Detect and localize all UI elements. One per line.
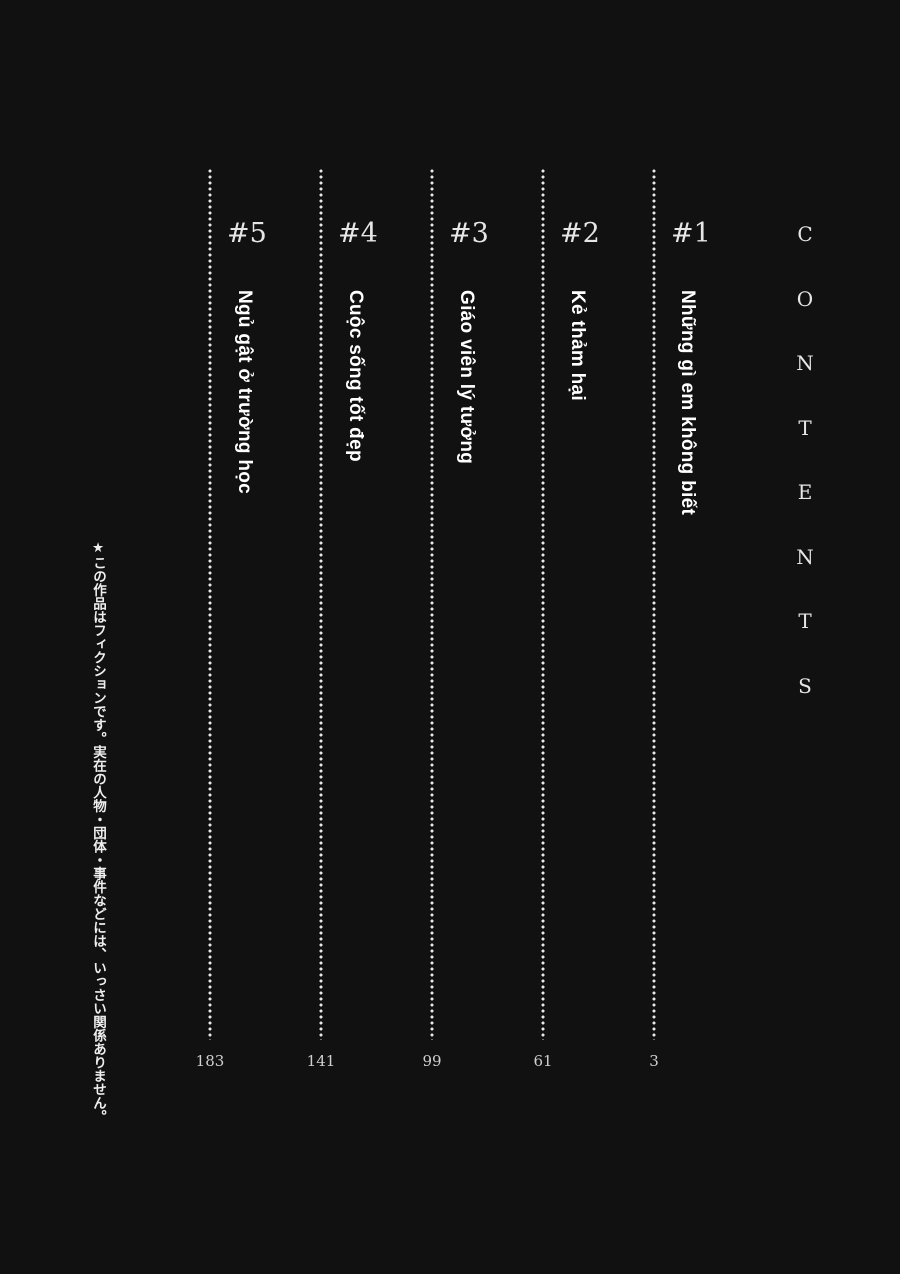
heading-letter: N (796, 544, 814, 569)
heading-letter: C (797, 222, 813, 246)
heading-letter: N (796, 351, 814, 375)
dotted-divider (430, 168, 434, 1040)
dotted-divider (541, 168, 545, 1040)
chapter-page: 3 (649, 1052, 659, 1070)
chapter-page: 183 (195, 1052, 225, 1070)
chapter-title: Kẻ thảm hại (567, 290, 588, 401)
chapter-page: 61 (533, 1052, 553, 1070)
dotted-divider (319, 168, 323, 1040)
chapter-number: #4 (338, 218, 378, 249)
heading-letter: S (798, 673, 812, 698)
chapter-title: Cuộc sống tốt đẹp (345, 290, 366, 462)
contents-heading: C O N T E N T S (790, 222, 820, 738)
dotted-divider (208, 168, 212, 1040)
chapter-page: 99 (422, 1052, 442, 1070)
chapter-title: Giáo viên lý tưởng (456, 290, 477, 465)
chapter-number: #1 (671, 218, 711, 249)
chapter-number: #5 (227, 218, 267, 249)
chapter-title: Những gì em không biết (677, 290, 698, 516)
heading-letter: O (796, 286, 814, 311)
heading-letter: E (797, 480, 813, 504)
heading-letter: T (798, 415, 812, 440)
heading-letter: T (798, 609, 812, 633)
dotted-divider (652, 168, 656, 1040)
fiction-disclaimer: ★この作品はフィクションです。実在の人物・団体・事件などには、いっさい関係ありま… (90, 540, 106, 1123)
chapter-number: #3 (449, 218, 489, 249)
chapter-number: #2 (560, 218, 600, 249)
chapter-title: Ngủ gật ở trường học (234, 290, 255, 495)
chapter-page: 141 (306, 1052, 336, 1070)
